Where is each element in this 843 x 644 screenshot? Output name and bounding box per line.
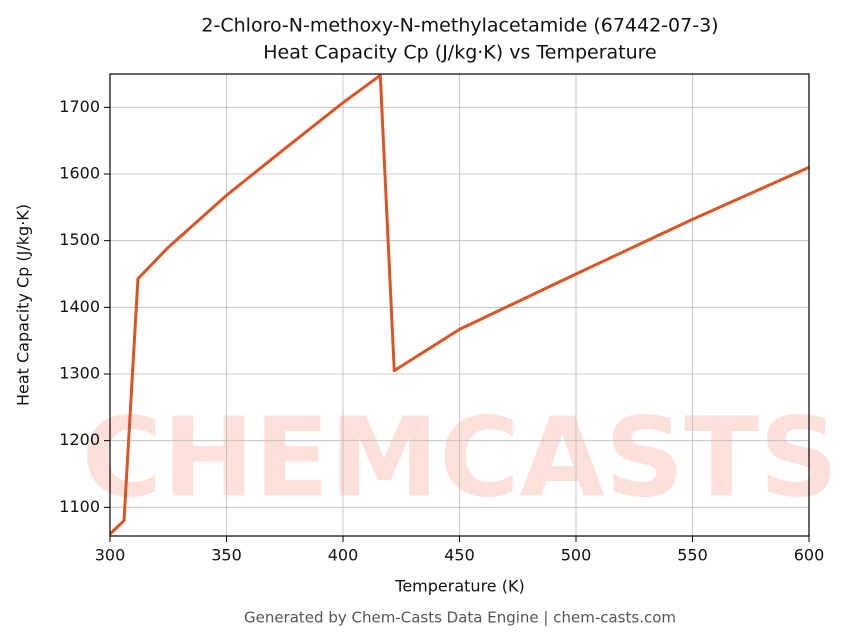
x-tick-label: 300 [95, 546, 126, 565]
plot-frame [109, 73, 810, 537]
watermark: CHEMCASTS [82, 393, 839, 521]
y-tick-label: 1700 [59, 97, 100, 116]
y-axis-label: Heat Capacity Cp (J/kg·K) [14, 204, 33, 406]
footer: Generated by Chem-Casts Data Engine | ch… [244, 609, 676, 627]
chart-subtitle: Heat Capacity Cp (J/kg·K) vs Temperature [263, 42, 657, 64]
y-tick-label: 1400 [59, 297, 100, 316]
y-tick-label: 1100 [59, 497, 100, 516]
x-tick-label: 350 [211, 546, 242, 565]
data-line [108, 73, 810, 536]
x-tick-label: 600 [794, 546, 825, 565]
x-tick-label: 400 [328, 546, 359, 565]
x-tick-label: 500 [561, 546, 592, 565]
x-tick-label: 550 [677, 546, 708, 565]
chart-title: 2-Chloro-N-methoxy-N-methylacetamide (67… [201, 15, 718, 37]
y-tick-label: 1500 [59, 230, 100, 249]
x-axis-label: Temperature (K) [394, 577, 524, 596]
y-tick-label: 1600 [59, 164, 100, 183]
y-tick-label: 1200 [59, 430, 100, 449]
x-tick-label: 450 [444, 546, 475, 565]
y-tick-label: 1300 [59, 364, 100, 383]
